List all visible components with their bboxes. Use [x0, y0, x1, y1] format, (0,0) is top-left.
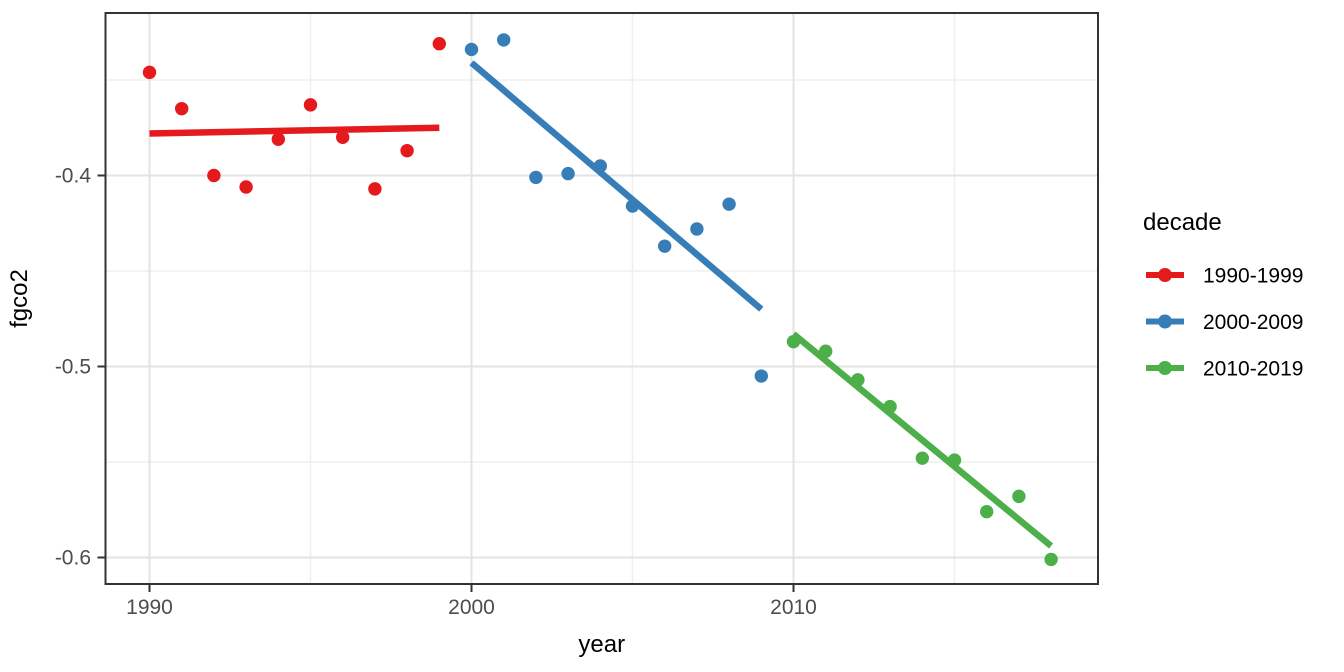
data-point — [915, 451, 929, 465]
legend-label: 2010-2019 — [1203, 358, 1303, 381]
data-point — [207, 168, 221, 183]
trend-line-2000-2009 — [469, 60, 764, 312]
axes: 1990 2000 2010 -0.4 -0.5 -0.6 — [55, 165, 817, 620]
legend-label: 1990-1999 — [1203, 265, 1303, 288]
data-point — [529, 170, 543, 185]
trend-line-1990-1999 — [149, 124, 440, 137]
data-point — [658, 239, 672, 253]
x-tick-label: 2000 — [448, 596, 495, 619]
series-points-1990-1999 — [142, 37, 446, 196]
legend: decade 1990-1999 2000-2009 2010-2019 — [1143, 209, 1303, 381]
data-point — [1012, 489, 1026, 504]
y-tick-label: -0.5 — [55, 356, 91, 379]
trend-line-2010-2019 — [791, 331, 1054, 549]
data-point — [561, 166, 575, 181]
grid — [105, 13, 1098, 584]
data-point — [400, 143, 414, 158]
legend-key-dot — [1158, 268, 1172, 282]
data-point — [336, 130, 350, 144]
data-point — [497, 33, 511, 47]
legend-key-dot — [1158, 361, 1172, 375]
data-point — [142, 65, 157, 80]
data-point — [754, 369, 768, 383]
x-axis-title: year — [578, 631, 625, 658]
legend-key-dot — [1158, 314, 1172, 329]
data-point — [690, 222, 704, 236]
y-tick-label: -0.6 — [55, 547, 91, 570]
data-point — [980, 504, 994, 519]
legend-title: decade — [1143, 209, 1222, 236]
legend-item: 2000-2009 — [1146, 311, 1303, 334]
data-point — [303, 98, 318, 112]
data-point — [432, 37, 446, 51]
data-point — [368, 182, 382, 196]
data-point — [722, 197, 736, 211]
y-axis-title: fgco2 — [6, 269, 33, 328]
panel-border — [104, 12, 1099, 585]
data-point — [175, 101, 189, 116]
data-point — [271, 132, 285, 146]
data-point — [1044, 552, 1058, 567]
legend-item: 1990-1999 — [1146, 265, 1303, 288]
x-tick-label: 1990 — [126, 596, 173, 619]
data-point — [239, 180, 253, 194]
legend-item: 2010-2019 — [1146, 358, 1303, 381]
series-points-2010-2019 — [786, 334, 1058, 567]
legend-label: 2000-2009 — [1203, 311, 1303, 334]
x-tick-label: 2010 — [770, 596, 817, 619]
y-tick-label: -0.4 — [55, 165, 92, 188]
data-point — [464, 42, 479, 57]
